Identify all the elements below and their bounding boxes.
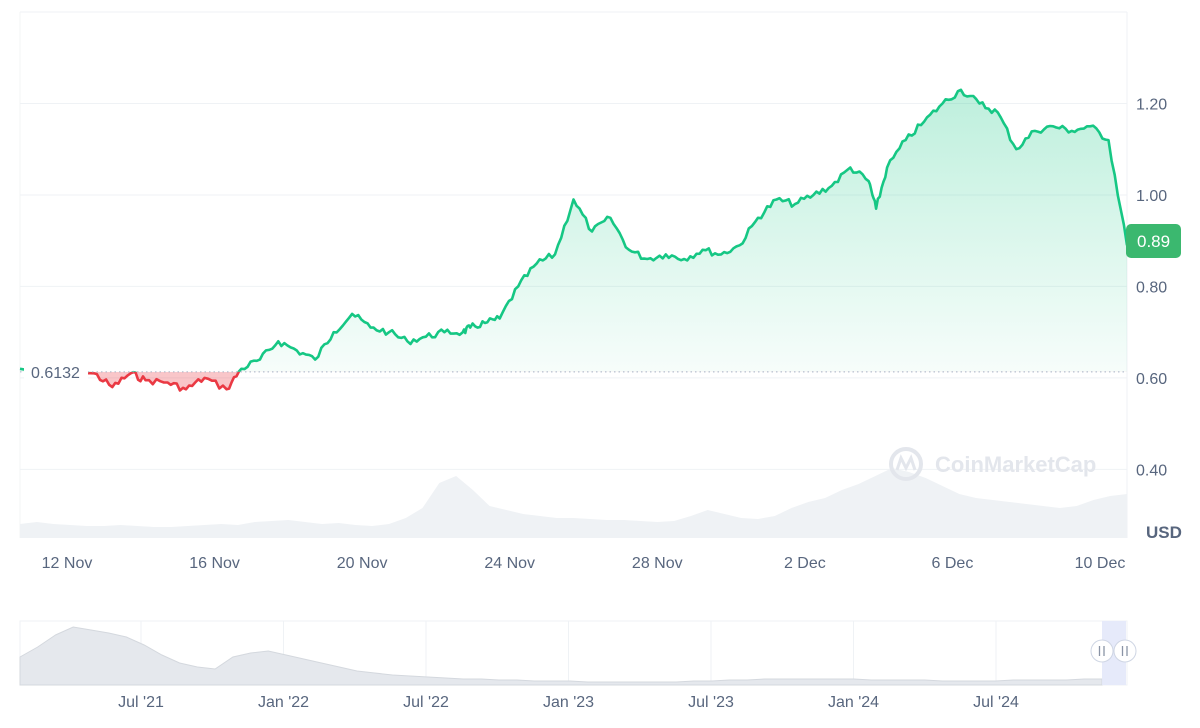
x-tick-label: 10 Dec: [1075, 555, 1126, 572]
x-tick-label: 16 Nov: [189, 555, 240, 572]
navigator-area: [19, 626, 1103, 686]
navigator-handle-right[interactable]: [1113, 639, 1137, 663]
price-line-up: [19, 88, 1129, 372]
navigator-tick-label: Jan '24: [828, 694, 879, 711]
x-tick-label: 24 Nov: [484, 555, 535, 572]
x-tick-label: 12 Nov: [42, 555, 93, 572]
current-price-value: 0.89: [1137, 232, 1170, 251]
x-tick-label: 28 Nov: [632, 555, 683, 572]
navigator-tick-label: Jul '22: [403, 694, 449, 711]
watermark: CoinMarketCap: [889, 447, 1096, 481]
watermark-text: CoinMarketCap: [935, 452, 1096, 477]
navigator-tick-label: Jul '23: [688, 694, 734, 711]
x-tick-label: 2 Dec: [784, 555, 826, 572]
current-price-badge-bg: [1126, 224, 1181, 258]
price-line-group: [19, 88, 1129, 392]
navigator-handle-left[interactable]: [1090, 639, 1114, 663]
y-tick-label: 0.80: [1136, 279, 1167, 296]
x-tick-label: 20 Nov: [337, 555, 388, 572]
y-tick-label: 1.00: [1136, 188, 1167, 205]
y-tick-label: 0.40: [1136, 462, 1167, 479]
y-tick-label: 1.20: [1136, 96, 1167, 113]
x-tick-label: 6 Dec: [932, 555, 974, 572]
reference-label-bg: [24, 360, 88, 383]
current-price-badge: 0.89: [1126, 224, 1181, 258]
navigator-tick-label: Jul '24: [973, 694, 1019, 711]
coinmarketcap-logo-icon: [889, 447, 923, 481]
range-navigator[interactable]: Jul '21 Jan '22 Jul '22 Jan '23 Jul '23 Jan '…: [19, 620, 1137, 711]
currency-unit-label: USD: [1146, 523, 1182, 542]
navigator-tick-label: Jan '23: [543, 694, 594, 711]
price-area-down: [45, 371, 239, 391]
volume-area: [20, 468, 1127, 538]
navigator-x-axis: Jul '21 Jan '22 Jul '22 Jan '23 Jul '23 Jan '…: [118, 694, 1019, 711]
x-axis: 12 Nov 16 Nov 20 Nov 24 Nov 28 Nov 2 Dec 6 Dec…: [42, 555, 1126, 572]
y-tick-label: 0.60: [1136, 371, 1167, 388]
navigator-tick-label: Jul '21: [118, 694, 164, 711]
coinmarketcap-logo-mark: [895, 454, 917, 472]
price-area-up: [20, 89, 1127, 372]
navigator-tick-label: Jan '22: [258, 694, 309, 711]
reference-price-label: 0.6132: [31, 365, 80, 382]
price-area: [20, 89, 1127, 391]
volume-silhouette: [20, 468, 1127, 538]
y-axis: 1.20 1.00 0.80 0.60 0.40: [1136, 96, 1167, 479]
